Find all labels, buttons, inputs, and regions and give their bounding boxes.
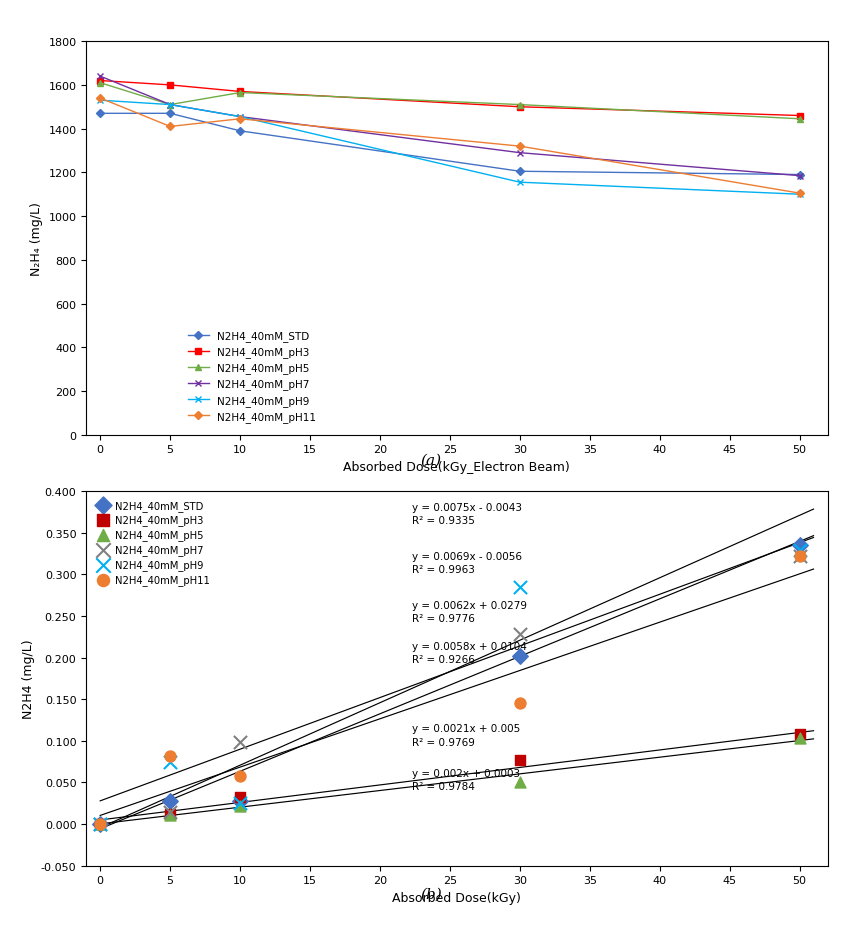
N2H4_40mM_pH7 xyxy=(792,548,806,563)
X-axis label: Absorbed Dose(kGy_Electron Beam): Absorbed Dose(kGy_Electron Beam) xyxy=(343,461,570,474)
N2H4_40mM_pH5 xyxy=(512,775,526,790)
N2H4_40mM_STD xyxy=(164,109,175,120)
Y-axis label: N₂H₄ (mg/L): N₂H₄ (mg/L) xyxy=(30,202,43,275)
Line: N2H4_40mM_pH11: N2H4_40mM_pH11 xyxy=(97,96,802,197)
N2H4_40mM_pH3 xyxy=(234,87,245,98)
N2H4_40mM_pH9 xyxy=(95,95,105,107)
N2H4_40mM_pH9 xyxy=(512,579,526,594)
Line: N2H4_40mM_pH5: N2H4_40mM_pH5 xyxy=(97,80,802,123)
N2H4_40mM_pH5 xyxy=(93,817,107,832)
N2H4_40mM_pH3 xyxy=(512,753,526,768)
N2H4_40mM_pH9 xyxy=(794,189,804,200)
N2H4_40mM_pH3 xyxy=(95,76,105,87)
Y-axis label: N2H4 (mg/L): N2H4 (mg/L) xyxy=(22,639,35,718)
Text: y = 0.0062x + 0.0279
R² = 0.9776: y = 0.0062x + 0.0279 R² = 0.9776 xyxy=(412,600,527,623)
N2H4_40mM_pH3 xyxy=(164,80,175,92)
N2H4_40mM_pH9 xyxy=(792,543,806,558)
N2H4_40mM_pH11 xyxy=(95,94,105,105)
N2H4_40mM_pH5 xyxy=(234,88,245,99)
N2H4_40mM_pH7 xyxy=(164,100,175,111)
Line: N2H4_40mM_STD: N2H4_40mM_STD xyxy=(97,111,802,178)
N2H4_40mM_pH9 xyxy=(164,100,175,111)
Text: (b): (b) xyxy=(419,887,442,900)
N2H4_40mM_pH3 xyxy=(93,817,107,832)
N2H4_40mM_pH9 xyxy=(514,178,524,189)
N2H4_40mM_pH7 xyxy=(794,171,804,183)
N2H4_40mM_STD xyxy=(234,126,245,138)
N2H4_40mM_pH7 xyxy=(232,735,246,750)
N2H4_40mM_STD xyxy=(514,167,524,178)
N2H4_40mM_STD xyxy=(794,169,804,181)
Line: N2H4_40mM_pH3: N2H4_40mM_pH3 xyxy=(97,79,802,119)
N2H4_40mM_pH7 xyxy=(93,817,107,832)
Text: y = 0.0058x + 0.0104
R² = 0.9266: y = 0.0058x + 0.0104 R² = 0.9266 xyxy=(412,641,527,665)
N2H4_40mM_pH9 xyxy=(163,754,177,769)
Text: y = 0.0021x + 0.005
R² = 0.9769: y = 0.0021x + 0.005 R² = 0.9769 xyxy=(412,724,520,747)
Text: y = 0.0069x - 0.0056
R² = 0.9963: y = 0.0069x - 0.0056 R² = 0.9963 xyxy=(412,551,522,575)
N2H4_40mM_pH11 xyxy=(163,749,177,764)
N2H4_40mM_STD xyxy=(93,817,107,832)
N2H4_40mM_pH7 xyxy=(163,805,177,820)
N2H4_40mM_pH7 xyxy=(234,112,245,124)
N2H4_40mM_pH3 xyxy=(514,102,524,113)
N2H4_40mM_pH5 xyxy=(164,100,175,111)
N2H4_40mM_pH11 xyxy=(93,817,107,832)
N2H4_40mM_pH3 xyxy=(792,727,806,742)
X-axis label: Absorbed Dose(kGy): Absorbed Dose(kGy) xyxy=(392,891,521,904)
N2H4_40mM_pH5 xyxy=(514,100,524,111)
N2H4_40mM_pH9 xyxy=(234,112,245,124)
N2H4_40mM_pH5 xyxy=(95,78,105,89)
Text: (a): (a) xyxy=(420,454,441,467)
N2H4_40mM_pH5 xyxy=(794,114,804,125)
Text: y = 0.0075x - 0.0043
R² = 0.9335: y = 0.0075x - 0.0043 R² = 0.9335 xyxy=(412,503,522,526)
N2H4_40mM_pH11 xyxy=(514,141,524,153)
N2H4_40mM_pH11 xyxy=(794,188,804,199)
N2H4_40mM_pH9 xyxy=(93,817,107,832)
Legend: N2H4_40mM_STD, N2H4_40mM_pH3, N2H4_40mM_pH5, N2H4_40mM_pH7, N2H4_40mM_pH9, N2H4_: N2H4_40mM_STD, N2H4_40mM_pH3, N2H4_40mM_… xyxy=(98,500,209,586)
N2H4_40mM_pH7 xyxy=(95,71,105,82)
N2H4_40mM_STD xyxy=(792,538,806,553)
Text: y = 0.002x + 0.0003
R² = 0.9784: y = 0.002x + 0.0003 R² = 0.9784 xyxy=(412,768,520,792)
N2H4_40mM_pH5 xyxy=(232,798,246,813)
Line: N2H4_40mM_pH7: N2H4_40mM_pH7 xyxy=(96,74,802,180)
N2H4_40mM_pH9 xyxy=(232,796,246,811)
N2H4_40mM_pH11 xyxy=(164,122,175,133)
N2H4_40mM_STD xyxy=(512,649,526,664)
N2H4_40mM_pH3 xyxy=(163,807,177,822)
Legend: N2H4_40mM_STD, N2H4_40mM_pH3, N2H4_40mM_pH5, N2H4_40mM_pH7, N2H4_40mM_pH9, N2H4_: N2H4_40mM_STD, N2H4_40mM_pH3, N2H4_40mM_… xyxy=(188,330,316,422)
N2H4_40mM_pH3 xyxy=(794,110,804,122)
N2H4_40mM_pH5 xyxy=(163,808,177,823)
N2H4_40mM_pH7 xyxy=(514,148,524,159)
N2H4_40mM_STD xyxy=(95,109,105,120)
N2H4_40mM_pH11 xyxy=(232,768,246,783)
N2H4_40mM_STD xyxy=(163,794,177,809)
N2H4_40mM_pH3 xyxy=(232,789,246,804)
N2H4_40mM_pH11 xyxy=(512,696,526,711)
N2H4_40mM_pH7 xyxy=(512,627,526,642)
N2H4_40mM_pH11 xyxy=(792,548,806,563)
N2H4_40mM_pH11 xyxy=(234,114,245,125)
N2H4_40mM_STD xyxy=(232,794,246,809)
N2H4_40mM_pH5 xyxy=(792,731,806,746)
Line: N2H4_40mM_pH9: N2H4_40mM_pH9 xyxy=(96,97,802,198)
